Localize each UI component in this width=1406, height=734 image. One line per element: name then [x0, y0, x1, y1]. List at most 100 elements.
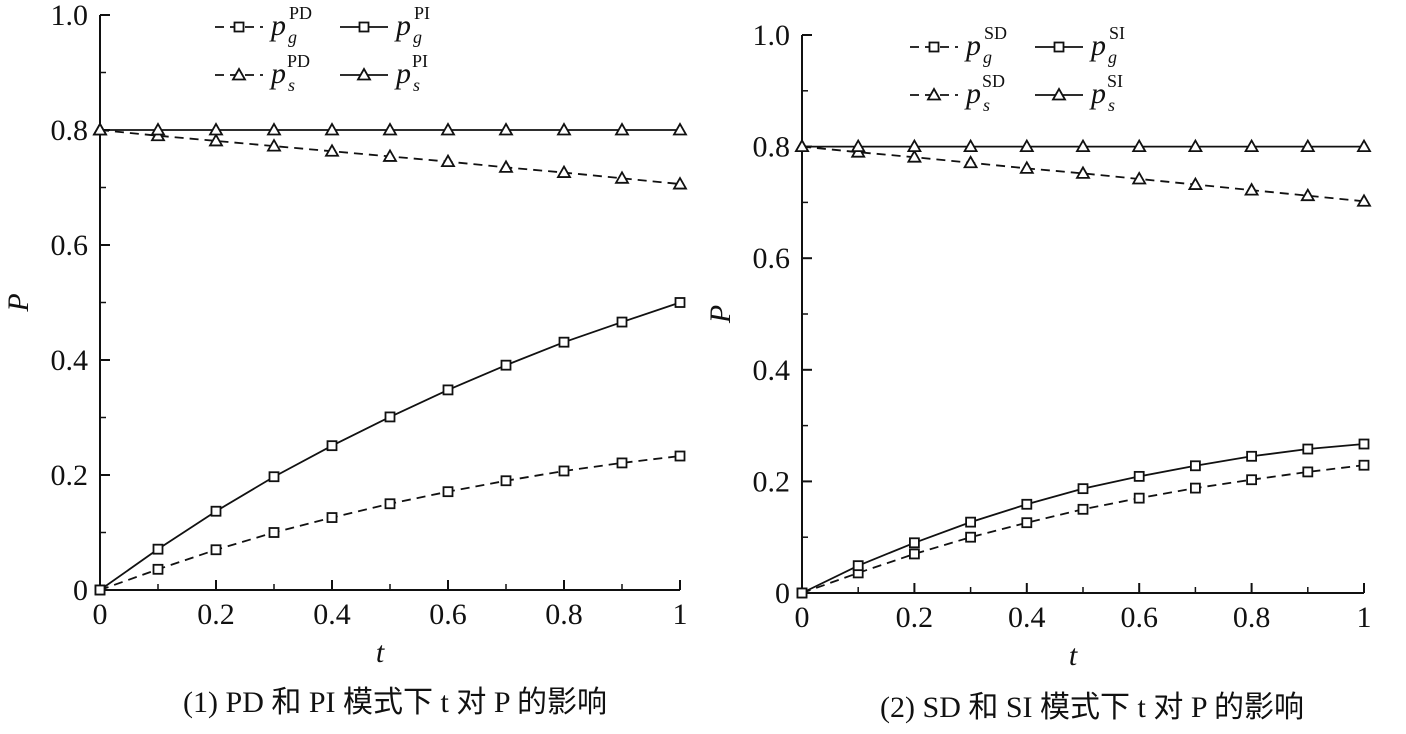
chart-left: 0 0.2 0.4 0.6 0.8 1.0 0 0.2 0.4 0.6 0.8 1 t Pp gPD p gPI… — [2, 0, 688, 719]
legend-entry: p sPD — [215, 51, 310, 95]
data-point — [963, 154, 979, 169]
legend-label: p gPI — [394, 3, 430, 47]
legend-label: p sSI — [1089, 71, 1123, 115]
legend-marker — [1051, 87, 1067, 101]
y-tick-label: 0.4 — [753, 354, 791, 387]
data-point — [1187, 176, 1203, 190]
data-point — [208, 133, 224, 147]
x-tick-label: 0.4 — [1008, 601, 1046, 634]
data-point — [1356, 193, 1372, 207]
x-tick-label: 0.2 — [197, 598, 235, 631]
data-point — [1077, 483, 1089, 495]
data-point — [906, 149, 922, 163]
data-point — [965, 516, 976, 528]
data-point — [384, 498, 396, 510]
data-point — [268, 527, 280, 538]
legend-label: p sPI — [394, 51, 428, 95]
data-point — [440, 122, 456, 136]
x-axis-label: t — [376, 636, 385, 669]
series-line — [801, 443, 1365, 594]
series-line — [99, 301, 681, 591]
data-point — [909, 537, 920, 549]
y-tick-label: 0.4 — [51, 344, 89, 377]
legend-marker — [356, 67, 372, 81]
data-point — [1021, 517, 1033, 529]
x-tick-label: 0 — [795, 601, 810, 634]
x-tick-label: 1 — [1357, 601, 1372, 634]
data-point — [326, 512, 338, 523]
data-point — [442, 486, 454, 498]
y-tick-label: 0.6 — [51, 229, 89, 262]
data-point — [152, 543, 164, 555]
data-point — [268, 471, 280, 483]
legend-marker — [231, 67, 247, 81]
legend-entry: p sSI — [1035, 71, 1123, 115]
data-point — [382, 122, 398, 136]
x-tick-label: 1 — [673, 598, 688, 631]
data-point — [384, 411, 396, 423]
y-tick-label: 0.2 — [51, 459, 89, 492]
data-point — [674, 297, 686, 308]
data-point — [796, 587, 808, 599]
figure-caption: (1) PD 和 PI 模式下 t 对 P 的影响 — [183, 686, 607, 719]
x-tick-label: 0.2 — [896, 601, 934, 634]
data-point — [1302, 443, 1314, 455]
legend-marker — [233, 21, 245, 33]
data-point — [1131, 171, 1147, 185]
y-tick-label: 0.8 — [753, 131, 791, 164]
data-point — [1131, 138, 1147, 153]
data-point — [1300, 138, 1316, 153]
data-point — [440, 153, 456, 168]
data-point — [208, 122, 224, 136]
data-point — [1358, 438, 1370, 450]
data-point — [1019, 160, 1035, 174]
data-point — [442, 384, 454, 396]
data-point — [965, 531, 976, 543]
data-point — [963, 138, 979, 153]
legend-marker — [358, 21, 370, 33]
data-point — [616, 316, 628, 328]
y-tick-label: 0 — [73, 574, 88, 607]
y-axis-label: P — [2, 293, 35, 312]
data-point — [1187, 138, 1203, 153]
data-point — [1244, 138, 1260, 153]
data-point — [500, 359, 512, 371]
y-tick-label: 0.8 — [51, 114, 89, 147]
data-point — [1246, 450, 1257, 462]
data-point — [210, 544, 222, 556]
x-tick-label: 0.8 — [1233, 601, 1271, 634]
data-point — [556, 122, 572, 136]
data-point — [1190, 460, 1201, 472]
data-point — [498, 122, 514, 136]
legend-label: p sSD — [964, 71, 1005, 115]
y-tick-label: 0.2 — [753, 465, 791, 498]
x-axis-label: t — [1069, 639, 1078, 672]
data-point — [556, 164, 572, 178]
legend-marker — [926, 87, 942, 101]
y-axis-label: P — [704, 305, 737, 324]
data-point — [1300, 187, 1316, 202]
data-point — [794, 138, 810, 153]
data-point — [1019, 138, 1035, 153]
data-point — [614, 170, 630, 184]
legend-entry: p gPI — [340, 3, 430, 47]
legend-entry: p sPI — [340, 51, 428, 95]
data-point — [1133, 470, 1145, 482]
legend-marker — [928, 41, 940, 53]
legend-entry: p sSD — [910, 71, 1005, 115]
data-point — [672, 122, 688, 136]
data-point — [326, 440, 338, 452]
legend-label: p sPD — [269, 51, 310, 95]
data-point — [1190, 482, 1201, 494]
data-point — [1021, 498, 1033, 510]
data-point — [1356, 138, 1372, 153]
data-point — [850, 138, 866, 153]
legend-entry: p gSD — [910, 23, 1007, 67]
data-point — [500, 475, 512, 487]
legend-label: p gPD — [269, 3, 312, 47]
data-point — [1302, 466, 1314, 478]
y-tick-label: 0 — [775, 577, 790, 610]
data-point — [1246, 474, 1257, 486]
x-tick-label: 0 — [93, 598, 108, 631]
data-point — [266, 138, 282, 152]
